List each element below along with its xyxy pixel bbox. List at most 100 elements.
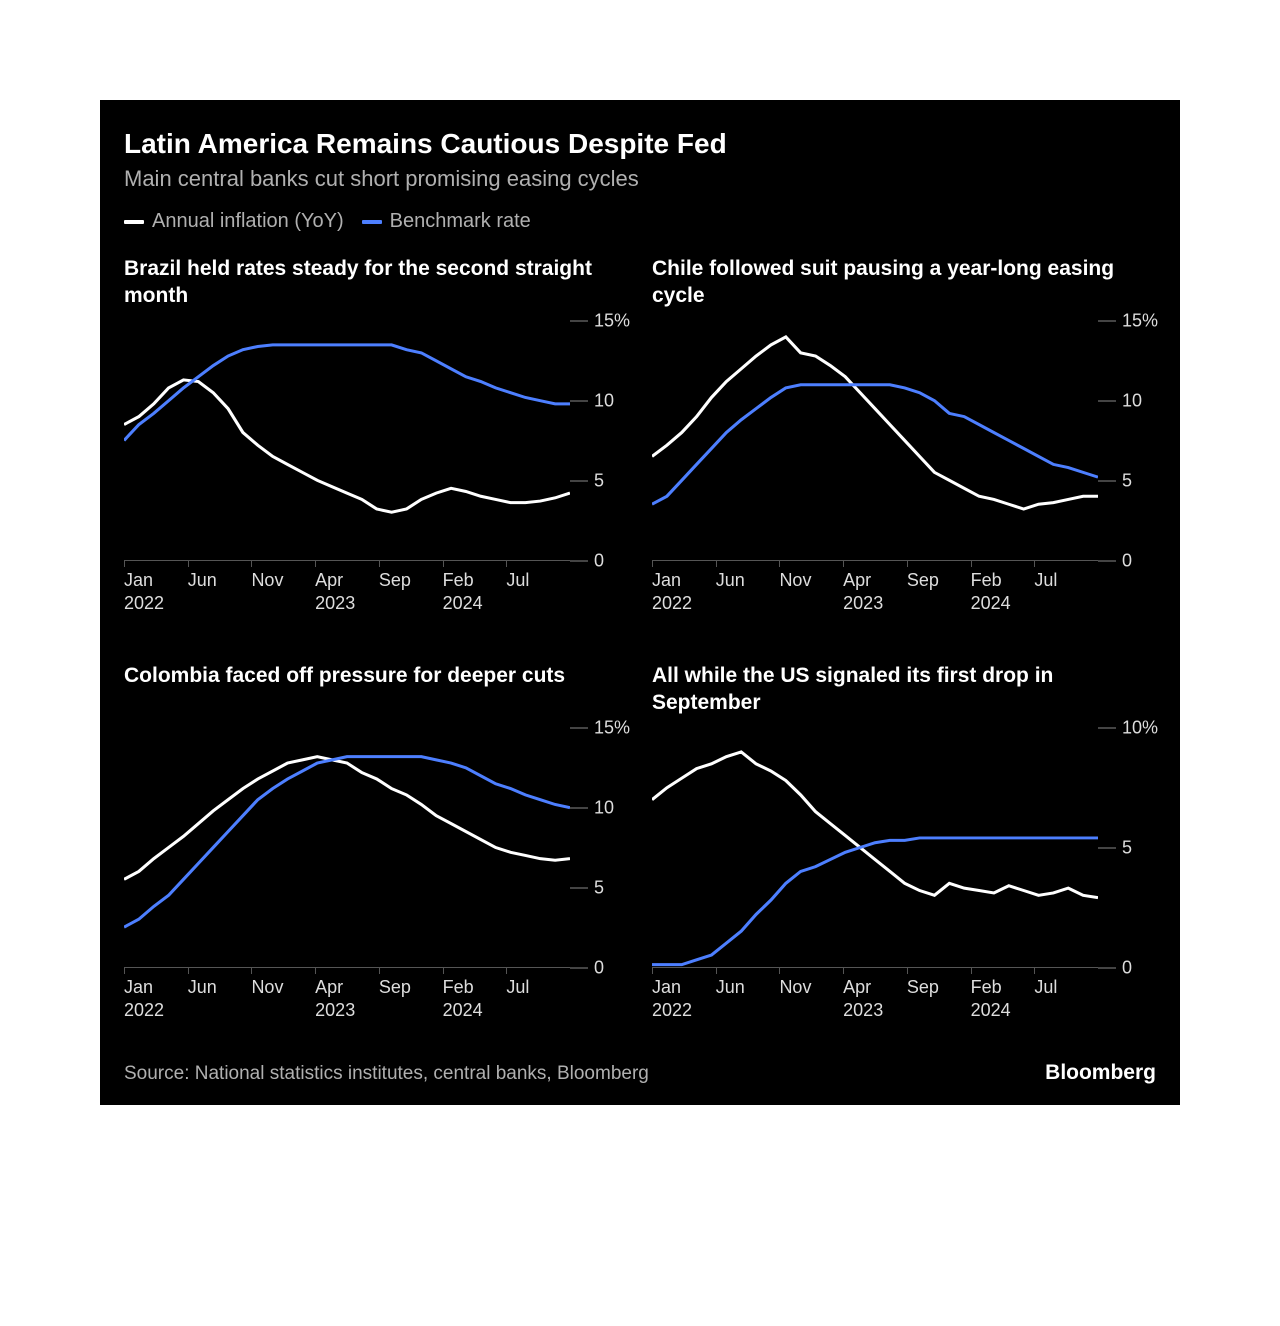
- x-axis-us: Jan2022JunNovApr2023SepFeb2024Jul: [652, 976, 1156, 1023]
- y-tick-label: 0: [1122, 551, 1132, 572]
- plot-area-brazil: [124, 321, 570, 561]
- y-tick: 15%: [570, 311, 630, 332]
- x-tick: Nov: [251, 569, 315, 616]
- panel-title-brazil: Brazil held rates steady for the second …: [124, 255, 628, 311]
- line-inflation-us: [652, 752, 1098, 898]
- legend-item-benchmark: Benchmark rate: [362, 210, 531, 233]
- x-tick: Sep: [907, 569, 971, 616]
- panels-grid: Brazil held rates steady for the second …: [124, 255, 1156, 1023]
- x-tick: Nov: [251, 976, 315, 1023]
- x-tick: Nov: [779, 569, 843, 616]
- y-tick-line: [1098, 561, 1116, 562]
- panel-title-chile: Chile followed suit pausing a year-long …: [652, 255, 1156, 311]
- legend-label-benchmark: Benchmark rate: [390, 210, 531, 233]
- panel-chile: Chile followed suit pausing a year-long …: [652, 255, 1156, 616]
- y-tick-label: 15%: [594, 311, 630, 332]
- y-tick: 15%: [570, 717, 630, 738]
- x-tick: Feb2024: [971, 569, 1035, 616]
- line-benchmark-us: [652, 838, 1098, 965]
- x-tick: Jan2022: [652, 976, 716, 1023]
- y-tick-label: 5: [1122, 470, 1132, 491]
- x-tick: Jun: [716, 569, 780, 616]
- x-tick: Sep: [907, 976, 971, 1023]
- y-tick-label: 0: [1122, 957, 1132, 978]
- legend-label-inflation: Annual inflation (YoY): [152, 210, 344, 233]
- x-tick: Jul: [506, 976, 570, 1023]
- y-tick-label: 10: [1122, 390, 1142, 411]
- chart-title: Latin America Remains Cautious Despite F…: [124, 128, 1156, 160]
- x-tick: Apr2023: [315, 569, 379, 616]
- y-tick: 0: [1098, 957, 1132, 978]
- y-tick-label: 0: [594, 957, 604, 978]
- y-tick-label: 5: [594, 470, 604, 491]
- y-tick: 5: [570, 877, 604, 898]
- y-tick: 0: [570, 957, 604, 978]
- x-axis-colombia: Jan2022JunNovApr2023SepFeb2024Jul: [124, 976, 628, 1023]
- panel-title-us: All while the US signaled its first drop…: [652, 662, 1156, 718]
- panel-brazil: Brazil held rates steady for the second …: [124, 255, 628, 616]
- y-tick-line: [570, 967, 588, 968]
- y-tick: 15%: [1098, 311, 1158, 332]
- x-tick: Jan2022: [124, 569, 188, 616]
- x-tick: Jun: [188, 976, 252, 1023]
- panel-colombia: Colombia faced off pressure for deeper c…: [124, 662, 628, 1023]
- chart-footer: Source: National statistics institutes, …: [124, 1061, 1156, 1085]
- y-tick-line: [570, 887, 588, 888]
- legend-item-inflation: Annual inflation (YoY): [124, 210, 344, 233]
- x-tick: Feb2024: [443, 569, 507, 616]
- y-tick-line: [570, 321, 588, 322]
- plot-svg-chile: [652, 321, 1098, 560]
- x-tick: Jan2022: [124, 976, 188, 1023]
- y-tick-label: 15%: [1122, 311, 1158, 332]
- y-tick-label: 10%: [1122, 717, 1158, 738]
- y-axis-us: 0510%: [1098, 728, 1156, 968]
- plot-us: 0510%: [652, 728, 1156, 968]
- plot-svg-colombia: [124, 728, 570, 967]
- y-tick: 10: [570, 797, 614, 818]
- x-axis-chile: Jan2022JunNovApr2023SepFeb2024Jul: [652, 569, 1156, 616]
- y-tick: 10%: [1098, 717, 1158, 738]
- y-tick-label: 15%: [594, 717, 630, 738]
- panel-us: All while the US signaled its first drop…: [652, 662, 1156, 1023]
- y-tick: 5: [1098, 470, 1132, 491]
- plot-colombia: 051015%: [124, 728, 628, 968]
- x-tick: Jun: [716, 976, 780, 1023]
- y-axis-brazil: 051015%: [570, 321, 628, 561]
- y-tick-line: [570, 400, 588, 401]
- y-axis-colombia: 051015%: [570, 728, 628, 968]
- y-tick-label: 5: [594, 877, 604, 898]
- plot-area-colombia: [124, 728, 570, 968]
- plot-area-chile: [652, 321, 1098, 561]
- y-tick-line: [1098, 321, 1116, 322]
- x-tick: Jan2022: [652, 569, 716, 616]
- line-inflation-chile: [652, 337, 1098, 509]
- y-tick-line: [1098, 400, 1116, 401]
- line-inflation-brazil: [124, 380, 570, 512]
- panel-title-colombia: Colombia faced off pressure for deeper c…: [124, 662, 628, 718]
- y-tick-line: [1098, 480, 1116, 481]
- y-tick: 10: [570, 390, 614, 411]
- y-tick-line: [570, 561, 588, 562]
- x-tick: Jul: [1034, 569, 1098, 616]
- plot-brazil: 051015%: [124, 321, 628, 561]
- x-tick: Sep: [379, 569, 443, 616]
- x-axis-brazil: Jan2022JunNovApr2023SepFeb2024Jul: [124, 569, 628, 616]
- y-tick: 10: [1098, 390, 1142, 411]
- y-tick-line: [570, 807, 588, 808]
- line-benchmark-chile: [652, 385, 1098, 505]
- legend-swatch-benchmark: [362, 220, 382, 224]
- plot-area-us: [652, 728, 1098, 968]
- plot-svg-us: [652, 728, 1098, 967]
- y-tick: 5: [1098, 837, 1132, 858]
- legend: Annual inflation (YoY) Benchmark rate: [124, 210, 1156, 233]
- x-tick: Feb2024: [443, 976, 507, 1023]
- plot-svg-brazil: [124, 321, 570, 560]
- y-tick-line: [570, 480, 588, 481]
- y-tick: 0: [570, 551, 604, 572]
- source-text: Source: National statistics institutes, …: [124, 1063, 649, 1085]
- x-tick: Apr2023: [843, 976, 907, 1023]
- y-tick-label: 10: [594, 390, 614, 411]
- x-tick: Apr2023: [843, 569, 907, 616]
- line-benchmark-brazil: [124, 345, 570, 441]
- x-tick: Jun: [188, 569, 252, 616]
